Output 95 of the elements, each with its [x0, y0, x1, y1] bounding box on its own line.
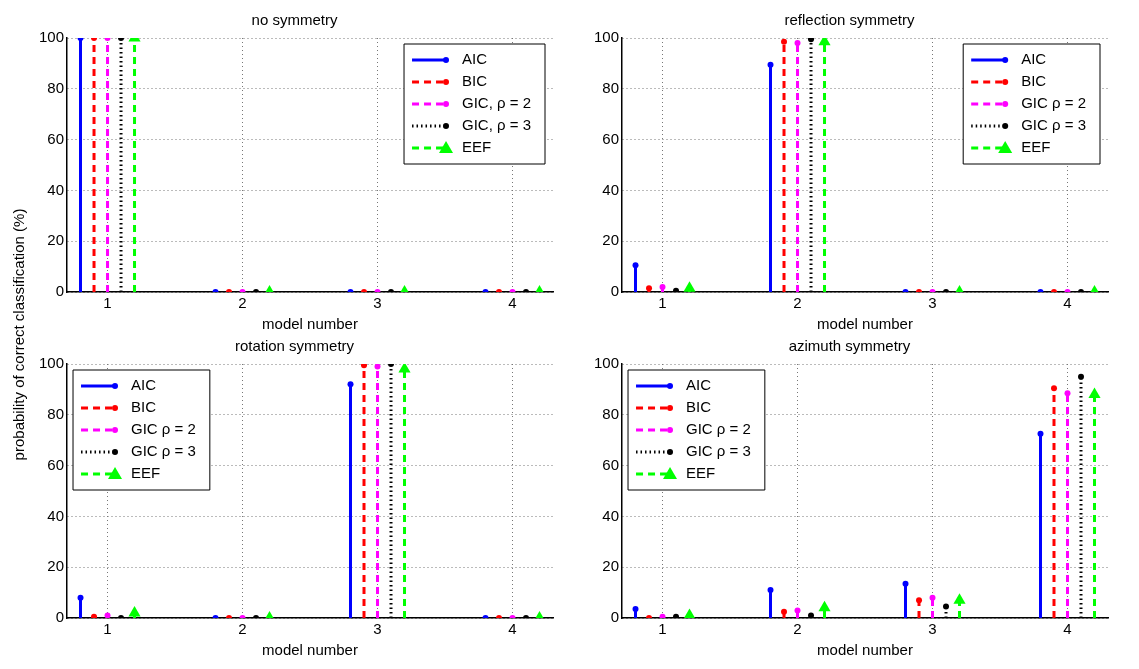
- legend-label: BIC: [1021, 72, 1047, 90]
- legend-label: GIC ρ = 2: [686, 420, 751, 438]
- x-tick-label: 2: [793, 294, 802, 312]
- x-tick-label: 4: [1063, 294, 1072, 312]
- point: [767, 587, 774, 594]
- chart-title: rotation symmetry: [234, 337, 355, 355]
- legend-label: GIC ρ = 3: [686, 442, 751, 460]
- y-tick-label: 40: [602, 180, 620, 198]
- y-tick-label: 60: [47, 455, 65, 473]
- point: [1037, 430, 1044, 437]
- legend-label: AIC: [462, 50, 488, 68]
- y-tick-label: 40: [47, 180, 65, 198]
- legend-label: GIC, ρ = 3: [462, 116, 532, 134]
- y-tick-label: 80: [47, 78, 65, 96]
- legend-label: BIC: [131, 398, 157, 416]
- x-tick-label: 1: [103, 294, 112, 312]
- y-axis-title: probability of correct classification (%): [10, 208, 28, 461]
- y-tick-label: 20: [47, 231, 65, 249]
- y-tick-label: 80: [47, 404, 65, 422]
- x-tick-label: 2: [793, 620, 802, 638]
- point: [374, 364, 381, 370]
- x-tick-label: 2: [238, 294, 247, 312]
- y-tick-label: 80: [602, 78, 620, 96]
- y-tick-label: 0: [610, 282, 620, 300]
- point: [953, 593, 966, 604]
- point: [767, 61, 774, 68]
- y-tick-label: 60: [602, 455, 620, 473]
- y-tick-label: 20: [47, 557, 65, 575]
- x-axis-title: model number: [817, 641, 913, 659]
- legend-label: EEF: [686, 464, 716, 482]
- point: [794, 40, 801, 47]
- legend-label: GIC, ρ = 2: [462, 94, 532, 112]
- point: [1088, 387, 1101, 398]
- point: [902, 580, 909, 587]
- legend-label: AIC: [1021, 50, 1047, 68]
- point: [818, 600, 831, 612]
- point: [943, 603, 950, 610]
- point: [794, 607, 801, 614]
- y-tick-label: 100: [39, 354, 65, 372]
- point: [1064, 390, 1071, 397]
- x-tick-label: 4: [1063, 620, 1072, 638]
- legend-label: GIC ρ = 3: [1021, 116, 1087, 134]
- legend-label: AIC: [131, 376, 157, 394]
- point: [929, 594, 936, 601]
- point: [347, 381, 354, 388]
- legend-label: EEF: [462, 138, 492, 156]
- y-tick-label: 20: [602, 557, 620, 575]
- point: [632, 262, 639, 269]
- chart-title: azimuth symmetry: [788, 337, 911, 355]
- x-axis-title: model number: [817, 315, 913, 333]
- x-tick-label: 3: [373, 294, 382, 312]
- legend-label: EEF: [131, 464, 161, 482]
- y-tick-label: 100: [594, 354, 620, 372]
- y-tick-label: 0: [55, 608, 65, 626]
- x-tick-label: 2: [238, 620, 247, 638]
- y-tick-label: 0: [55, 282, 65, 300]
- y-tick-label: 0: [610, 608, 620, 626]
- legend-label: GIC ρ = 2: [1021, 94, 1087, 112]
- y-tick-label: 20: [602, 231, 620, 249]
- point: [128, 605, 141, 617]
- x-tick-label: 3: [373, 620, 382, 638]
- x-tick-label: 4: [508, 294, 517, 312]
- point: [1051, 385, 1057, 392]
- point: [77, 594, 84, 601]
- x-tick-label: 1: [658, 294, 667, 312]
- x-tick-label: 1: [103, 620, 112, 638]
- x-tick-label: 3: [928, 294, 937, 312]
- legend-label: BIC: [686, 398, 712, 416]
- x-tick-label: 1: [658, 620, 667, 638]
- point: [683, 281, 696, 292]
- y-tick-label: 100: [39, 28, 65, 46]
- y-tick-label: 40: [602, 506, 620, 524]
- legend-label: EEF: [1021, 138, 1051, 156]
- y-tick-label: 60: [47, 129, 65, 147]
- point: [808, 38, 815, 43]
- point: [361, 364, 368, 369]
- x-axis-title: model number: [262, 641, 358, 659]
- y-tick-label: 40: [47, 506, 65, 524]
- y-tick-label: 60: [602, 129, 620, 147]
- x-tick-label: 3: [928, 620, 937, 638]
- x-axis-title: model number: [262, 315, 358, 333]
- point: [632, 606, 639, 613]
- legend-label: GIC ρ = 3: [131, 442, 196, 460]
- point: [1078, 373, 1084, 380]
- chart-title: reflection symmetry: [784, 11, 916, 29]
- point: [683, 608, 696, 618]
- y-tick-label: 80: [602, 404, 620, 422]
- chart-title: no symmetry: [251, 11, 338, 29]
- legend-label: AIC: [686, 376, 712, 394]
- legend-label: GIC ρ = 2: [131, 420, 196, 438]
- y-tick-label: 100: [594, 28, 620, 46]
- legend-label: BIC: [462, 72, 488, 90]
- x-tick-label: 4: [508, 620, 517, 638]
- point: [916, 597, 923, 604]
- point: [781, 38, 788, 45]
